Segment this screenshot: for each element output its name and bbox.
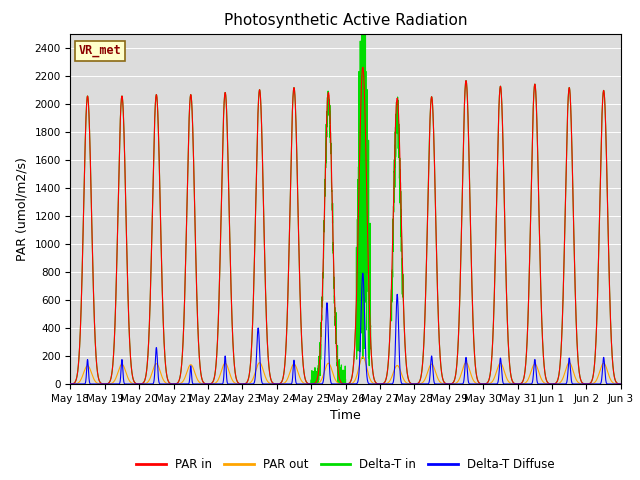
Y-axis label: PAR (umol/m2/s): PAR (umol/m2/s) (16, 157, 29, 261)
Title: Photosynthetic Active Radiation: Photosynthetic Active Radiation (224, 13, 467, 28)
Text: VR_met: VR_met (79, 44, 122, 57)
X-axis label: Time: Time (330, 409, 361, 422)
Legend: PAR in, PAR out, Delta-T in, Delta-T Diffuse: PAR in, PAR out, Delta-T in, Delta-T Dif… (132, 454, 559, 476)
